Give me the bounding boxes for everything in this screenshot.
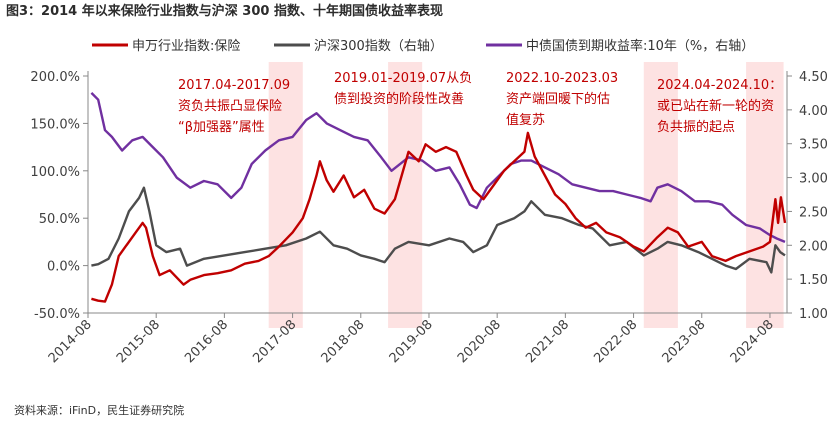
x-tick-label: 2018-08: [319, 317, 368, 366]
x-tick-label: 2021-08: [523, 317, 572, 366]
x-tick-label: 2015-08: [114, 317, 163, 366]
series-line-2: [91, 186, 786, 274]
annotation-4-line: 2024.04-2024.10：: [657, 78, 782, 93]
source-note: 资料来源：iFinD，民生证券研究院: [14, 404, 185, 417]
shaded-period-4: [746, 62, 784, 328]
series-line-3: [90, 92, 786, 244]
y-right-tick-label: 4.50: [799, 70, 828, 85]
legend-label-1: 申万行业指数:保险: [132, 39, 240, 54]
y-left-tick-label: 50.0%: [39, 212, 80, 227]
y-right-tick-label: 3.50: [799, 138, 828, 153]
y-right-tick-label: 1.00: [799, 307, 828, 322]
chart-title: 图3：2014 年以来保险行业指数与沪深 300 指数、十年期国债收益率表现: [6, 4, 443, 19]
annotation-2-line: 债到投资的阶段性改善: [334, 91, 464, 107]
x-tick-label: 2016-08: [182, 317, 231, 366]
legend-label-2: 沪深300指数（右轴）: [314, 38, 443, 54]
shaded-period-1: [268, 62, 303, 328]
x-tick-label: 2022-08: [591, 317, 640, 366]
y-left-tick-label: 0.0%: [47, 260, 80, 275]
y-right-tick-label: 1.50: [799, 273, 828, 288]
y-left-tick-label: 150.0%: [30, 117, 80, 132]
legend-label-3: 中债国债到期收益率:10年（%，右轴）: [526, 38, 754, 54]
y-right-tick-label: 4.00: [799, 104, 828, 119]
y-axis-left: 200.0% 150.0% 100.0% 50.0% 0.0% -50.0%: [30, 70, 89, 322]
y-left-tick-label: -50.0%: [34, 307, 80, 322]
y-right-tick-label: 2.50: [799, 205, 828, 220]
annotation-1-line: “β加强器”属性: [178, 120, 265, 135]
annotation-3-line: 值复苏: [506, 112, 545, 128]
annotation-2-line: 2019.01-2019.07从负: [334, 71, 472, 86]
annotation-3-line: 2022.10-2023.03: [506, 71, 618, 86]
legend: 申万行业指数:保险 沪深300指数（右轴） 中债国债到期收益率:10年（%，右轴）: [92, 38, 754, 54]
annotations: 2017.04-2017.09 资负共振凸显保险 “β加强器”属性 2019.01-2…: [178, 71, 782, 135]
shaded-period-3: [643, 62, 678, 328]
x-tick-label: 2014-08: [46, 317, 95, 366]
y-left-tick-label: 200.0%: [30, 70, 80, 85]
shaded-periods: [268, 62, 784, 328]
annotation-4-line: 或已站在新一轮的资: [657, 98, 774, 114]
annotation-4-line: 负共振的起点: [657, 119, 735, 135]
series-line-1: [91, 131, 787, 303]
annotation-3-line: 资产端回暖下的估: [506, 91, 610, 107]
y-left-tick-label: 100.0%: [30, 165, 80, 180]
x-tick-label: 2020-08: [455, 317, 504, 366]
y-axis-right: 4.50 4.00 3.50 3.00 2.50 2.00 1.50 1.00: [786, 70, 828, 322]
annotation-1-line: 资负共振凸显保险: [178, 99, 282, 114]
shaded-period-2: [388, 62, 423, 328]
annotation-1-line: 2017.04-2017.09: [178, 78, 290, 93]
series-lines: [90, 92, 787, 303]
y-right-tick-label: 3.00: [799, 172, 828, 187]
y-right-tick-label: 2.00: [799, 239, 828, 254]
